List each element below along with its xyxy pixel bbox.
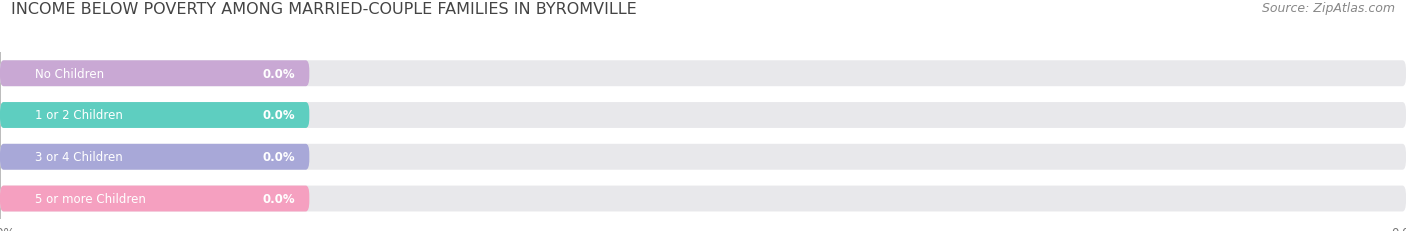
Text: 0.0%: 0.0% xyxy=(263,109,295,122)
FancyBboxPatch shape xyxy=(0,144,309,170)
FancyBboxPatch shape xyxy=(0,144,1406,170)
FancyBboxPatch shape xyxy=(0,61,309,87)
Text: 5 or more Children: 5 or more Children xyxy=(35,192,146,205)
Text: 0.0%: 0.0% xyxy=(263,67,295,80)
Text: No Children: No Children xyxy=(35,67,104,80)
FancyBboxPatch shape xyxy=(0,61,1406,87)
FancyBboxPatch shape xyxy=(0,186,309,212)
Text: 0.0%: 0.0% xyxy=(263,192,295,205)
Text: 3 or 4 Children: 3 or 4 Children xyxy=(35,151,122,164)
Text: 0.0%: 0.0% xyxy=(263,151,295,164)
Text: 1 or 2 Children: 1 or 2 Children xyxy=(35,109,124,122)
Text: Source: ZipAtlas.com: Source: ZipAtlas.com xyxy=(1261,2,1395,15)
FancyBboxPatch shape xyxy=(0,186,1406,212)
Text: INCOME BELOW POVERTY AMONG MARRIED-COUPLE FAMILIES IN BYROMVILLE: INCOME BELOW POVERTY AMONG MARRIED-COUPL… xyxy=(11,2,637,17)
FancyBboxPatch shape xyxy=(0,103,309,128)
FancyBboxPatch shape xyxy=(0,103,1406,128)
